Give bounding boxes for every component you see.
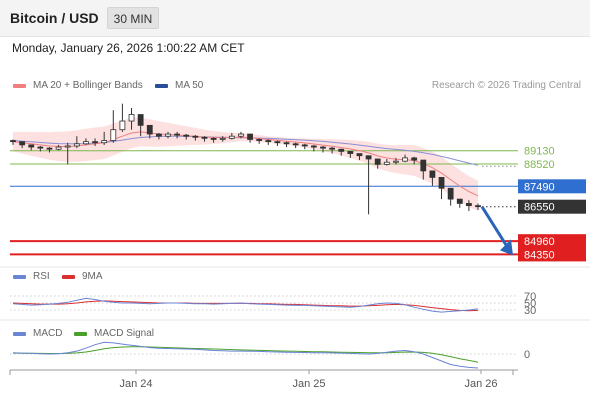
rsi-ma-legend-label: 9MA	[82, 271, 103, 282]
candle-body	[219, 137, 226, 140]
candle-body	[475, 205, 481, 208]
candle-body	[37, 146, 44, 149]
macd-line	[12, 341, 479, 369]
candle-body	[356, 153, 363, 157]
x-tick-label: Jan 26	[464, 378, 497, 390]
candle-body	[456, 198, 463, 204]
copyright-text: Research © 2026 Trading Central	[431, 80, 581, 91]
ma20-line	[12, 131, 479, 197]
rsi-tick-50: 50	[524, 298, 536, 310]
macd-legend-swatch	[13, 332, 26, 336]
candle-body	[238, 133, 244, 137]
candle-body	[429, 170, 436, 178]
ma50-legend-swatch	[155, 84, 168, 88]
level-tag-86550	[518, 199, 586, 214]
candle-body	[155, 133, 162, 137]
candle-body	[146, 124, 153, 135]
candle-body	[165, 133, 171, 137]
timeframe-button[interactable]: 30 MIN	[107, 7, 159, 29]
candle-body	[101, 140, 108, 144]
macd-legend-label: MACD	[33, 328, 63, 339]
candle-body	[274, 141, 281, 144]
macd-signal-legend-swatch	[74, 332, 87, 336]
candle-body	[110, 129, 117, 141]
candle-body	[46, 147, 53, 150]
candle-body	[247, 133, 253, 140]
candle-body	[83, 141, 89, 145]
timestamp: Monday, January 26, 2026 1:00:22 AM CET	[12, 41, 245, 55]
macd-signal-legend-label: MACD Signal	[94, 328, 155, 339]
candle-body	[301, 144, 308, 147]
candle-body	[73, 143, 80, 147]
rsi-legend-label: RSI	[33, 271, 50, 282]
level-label-84960: 84960	[524, 236, 555, 248]
candle-body	[420, 159, 427, 172]
level-label-86550: 86550	[524, 202, 555, 214]
candle-body	[28, 144, 35, 148]
candle-body	[411, 157, 418, 161]
ma50-legend-label: MA 50	[175, 80, 204, 91]
candle-body	[383, 161, 390, 165]
macd-tick-0: 0	[524, 349, 530, 361]
level-label-84350: 84350	[524, 249, 555, 261]
candle-body	[347, 150, 354, 154]
candle-body	[329, 147, 336, 150]
level-label-87490: 87490	[524, 181, 555, 193]
candle-body	[320, 146, 326, 149]
symbol-title: Bitcoin / USD	[10, 10, 99, 26]
bollinger-band	[13, 117, 478, 211]
candle-body	[292, 143, 299, 146]
level-tag-84350	[518, 247, 586, 262]
candle-body	[64, 145, 71, 148]
ma20-legend-swatch	[13, 84, 26, 88]
level-label-89130: 89130	[524, 146, 555, 158]
x-tick-label: Jan 25	[292, 378, 325, 390]
candle-body	[183, 134, 190, 137]
candle-body	[119, 120, 126, 131]
level-tag-84960	[518, 234, 586, 249]
candle-body	[201, 136, 208, 139]
rsi-tick-70: 70	[524, 291, 536, 303]
candle-body	[137, 114, 144, 126]
candle-body	[447, 187, 454, 200]
candle-body	[310, 145, 317, 148]
candle-body	[283, 142, 290, 145]
projection-arrow-shaft	[480, 205, 509, 248]
x-tick-label: Jan 24	[119, 378, 152, 390]
candle-body	[19, 141, 26, 146]
level-label-88520: 88520	[524, 159, 555, 171]
macd-signal-line	[12, 346, 479, 363]
rsi-line	[12, 297, 479, 313]
candle-body	[55, 146, 62, 150]
candle-body	[92, 141, 98, 144]
rsi-tick-30: 30	[524, 305, 536, 317]
candle-body	[402, 157, 408, 162]
candle-body	[438, 177, 445, 189]
candle-body	[256, 139, 263, 141]
candle-body	[265, 140, 272, 143]
candle-body	[365, 155, 372, 160]
candle-body	[374, 158, 381, 165]
rsi-legend-swatch	[13, 275, 26, 279]
candle-body	[210, 137, 217, 140]
header-bar: Bitcoin / USD 30 MIN	[0, 0, 590, 37]
candle-body	[393, 160, 399, 163]
candle-body	[465, 203, 472, 207]
candle-body	[10, 140, 16, 143]
ma20-legend-label: MA 20 + Bollinger Bands	[33, 80, 143, 91]
level-tag-87490	[518, 179, 586, 194]
candle-body	[128, 114, 135, 122]
projection-arrow-head	[500, 239, 513, 256]
candle-body	[228, 135, 235, 139]
candle-body	[174, 133, 181, 136]
candle-body	[338, 148, 345, 152]
rsi-ma-legend-swatch	[62, 275, 75, 279]
candle-body	[192, 135, 199, 138]
